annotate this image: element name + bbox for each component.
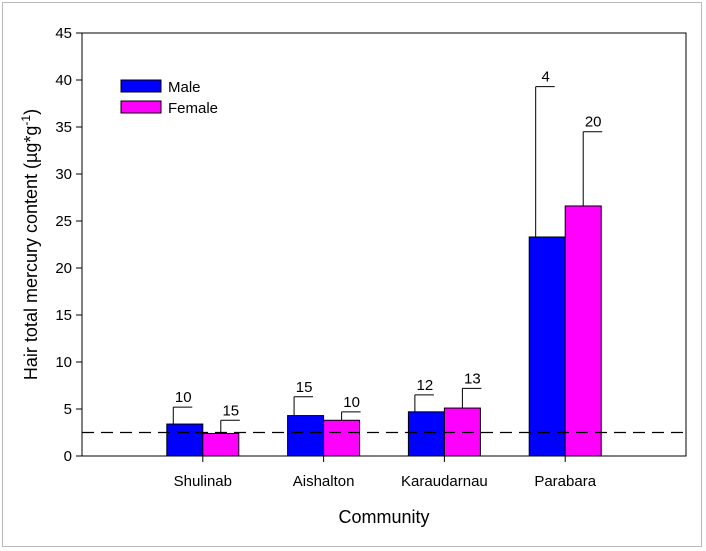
x-axis-title: Community [338,507,429,527]
y-tick-label: 0 [64,448,72,465]
y-tick-label: 40 [55,72,72,89]
sample-size-label: 20 [585,114,602,131]
x-category-label: Parabara [534,473,596,490]
x-category-label: Aishalton [293,473,355,490]
y-axis-title-close: ) [21,109,41,115]
bar-female [323,419,361,457]
legend-label: Male [168,79,201,96]
sample-size-label: 10 [343,394,360,411]
sample-size-label: 15 [222,402,239,419]
y-tick-label: 10 [55,354,72,371]
legend-swatch-female [120,100,162,114]
sample-size-label: 12 [417,377,434,394]
sample-size-label: 10 [175,389,192,406]
sample-size-label: 15 [296,379,313,396]
y-tick-label: 15 [55,307,72,324]
plot-area: 0 5 10 15 20 25 30 35 40 45 Shulinab 10 15 Aishalton 1… [55,25,687,490]
bar-female [564,205,602,457]
y-tick-label: 25 [55,213,72,230]
legend-label: Female [168,100,218,117]
bar-male [407,411,445,457]
x-category-label: Karaudarnau [401,473,488,490]
x-category-label: Shulinab [174,473,232,490]
y-tick-label: 30 [55,166,72,183]
y-axis-title-superscript: -1 [19,115,33,126]
bar-male [528,236,566,457]
y-axis-title-main: Hair total mercury content (µg*g [21,126,41,380]
y-axis-title: Hair total mercury content (µg*g-1) [19,109,41,380]
legend: Male Female [120,79,218,117]
bar-male [166,423,204,457]
y-tick-label: 20 [55,260,72,277]
legend-swatch-male [120,79,162,93]
bar-female [202,432,240,457]
sample-size-label: 4 [542,69,550,86]
y-tick-label: 5 [64,401,72,418]
plot-frame [81,32,687,457]
sample-size-label: 13 [464,370,481,387]
bar-male [287,415,325,457]
y-tick-label: 45 [55,25,72,42]
y-tick-label: 35 [55,119,72,136]
